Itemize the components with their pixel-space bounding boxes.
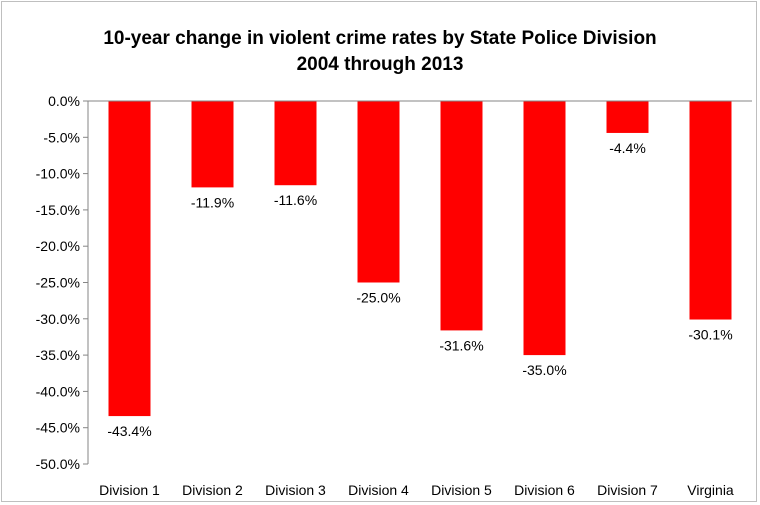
y-tick-label: 0.0% <box>48 93 80 109</box>
bar-division-5 <box>440 101 483 331</box>
y-tick-label: -50.0% <box>36 456 80 472</box>
y-tick-label: -25.0% <box>36 275 80 291</box>
y-tick-label: -15.0% <box>36 202 80 218</box>
data-label: -43.4% <box>107 423 151 439</box>
y-tick-label: -40.0% <box>36 383 80 399</box>
data-label: -11.9% <box>191 194 234 210</box>
y-tick-label: -10.0% <box>36 166 80 182</box>
x-tick-label: Division 4 <box>348 482 409 498</box>
bar-division-4 <box>357 101 400 283</box>
y-tick-label: -30.0% <box>36 311 80 327</box>
bar-division-3 <box>274 101 317 186</box>
y-tick-label: -20.0% <box>36 238 80 254</box>
bar-division-1 <box>108 101 151 417</box>
data-label: -11.6% <box>274 192 317 208</box>
x-tick-label: Division 7 <box>597 482 658 498</box>
x-tick-label: Division 3 <box>265 482 326 498</box>
x-tick-label: Virginia <box>687 482 734 498</box>
bar-virginia <box>689 101 732 320</box>
data-label: -25.0% <box>356 290 400 306</box>
y-tick-label: -5.0% <box>43 129 80 145</box>
y-tick-label: -35.0% <box>36 347 80 363</box>
data-label: -30.1% <box>688 327 732 343</box>
data-label: -35.0% <box>522 362 566 378</box>
bar-division-6 <box>523 101 566 356</box>
data-label: -31.6% <box>439 337 483 353</box>
bar-division-2 <box>191 101 234 188</box>
chart-subtitle: 2004 through 2013 <box>296 54 464 75</box>
data-label: -4.4% <box>609 140 646 156</box>
x-tick-label: Division 1 <box>99 482 160 498</box>
bar-division-7 <box>606 101 649 133</box>
x-tick-label: Division 2 <box>182 482 243 498</box>
x-tick-label: Division 5 <box>431 482 492 498</box>
chart-title-main: 10-year change in violent crime rates by… <box>103 28 657 49</box>
chart-title: 10-year change in violent crime rates by… <box>2 26 758 78</box>
x-tick-label: Division 6 <box>514 482 575 498</box>
y-tick-label: -45.0% <box>36 420 80 436</box>
